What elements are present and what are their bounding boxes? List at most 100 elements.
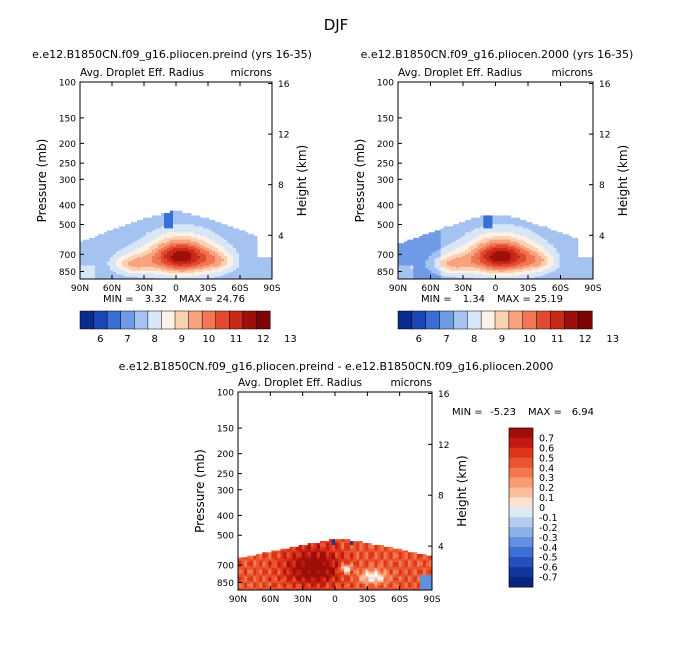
heatmap-cell bbox=[437, 266, 442, 269]
heatmap-cell bbox=[188, 265, 192, 268]
heatmap-cell bbox=[468, 258, 472, 261]
heatmap-cell bbox=[574, 270, 579, 273]
x-tick-label: 30S bbox=[199, 284, 216, 294]
heatmap-cell bbox=[158, 255, 162, 258]
heatmap-cell bbox=[310, 546, 315, 550]
heatmap-cell bbox=[559, 249, 563, 252]
heatmap-cell bbox=[254, 270, 258, 273]
heatmap-cell bbox=[471, 265, 475, 268]
heatmap-cell bbox=[227, 260, 231, 262]
heatmap-cell bbox=[440, 241, 445, 244]
heatmap-cell bbox=[525, 236, 530, 239]
heatmap-cell bbox=[513, 251, 518, 254]
heatmap-cell bbox=[498, 230, 502, 233]
heatmap-cell bbox=[289, 558, 293, 561]
heatmap-cell bbox=[404, 266, 408, 269]
heatmap-cell bbox=[392, 558, 397, 561]
heatmap-cell bbox=[197, 255, 201, 258]
heatmap-cell bbox=[583, 269, 588, 272]
heatmap-cell bbox=[194, 271, 198, 274]
heatmap-cell bbox=[206, 271, 210, 274]
heatmap-cell bbox=[227, 269, 231, 272]
heatmap-cell bbox=[431, 266, 435, 269]
heatmap-cell bbox=[516, 226, 521, 229]
heatmap-cell bbox=[113, 232, 117, 235]
heatmap-cell bbox=[146, 244, 150, 247]
heatmap-cell bbox=[571, 270, 576, 273]
heatmap-cell bbox=[146, 268, 150, 270]
heatmap-cell bbox=[307, 558, 312, 561]
heatmap-cell bbox=[431, 251, 435, 254]
heatmap-cell bbox=[507, 249, 512, 252]
heatmap-cell bbox=[167, 228, 171, 231]
heatmap-cell bbox=[455, 266, 460, 269]
heatmap-cell bbox=[359, 552, 363, 555]
heatmap-cell bbox=[371, 552, 375, 555]
heatmap-cell bbox=[155, 257, 159, 260]
heatmap-cell bbox=[224, 271, 228, 274]
colorbar-swatch bbox=[256, 310, 271, 330]
heatmap-cell bbox=[269, 265, 273, 268]
heatmap-cell bbox=[452, 266, 457, 269]
heatmap-cell bbox=[525, 258, 530, 261]
heatmap-cell bbox=[161, 261, 165, 264]
heatmap-cell bbox=[574, 246, 579, 249]
heatmap-cell bbox=[251, 265, 255, 268]
heatmap-cell bbox=[504, 215, 509, 219]
heatmap-cell bbox=[113, 258, 117, 261]
heatmap-cell bbox=[449, 228, 454, 231]
heatmap-cell bbox=[227, 258, 231, 261]
heatmap-cell bbox=[170, 252, 174, 255]
heatmap-cell bbox=[86, 271, 90, 274]
heatmap-cell bbox=[257, 274, 261, 276]
heatmap-cell bbox=[206, 266, 210, 269]
heatmap-cell bbox=[401, 255, 405, 258]
heatmap-cell bbox=[92, 273, 96, 275]
heatmap-cell bbox=[513, 274, 518, 276]
heatmap-cell bbox=[335, 557, 339, 560]
min-label: MIN = bbox=[421, 294, 452, 305]
heatmap-cell bbox=[146, 222, 150, 225]
heatmap-cell bbox=[434, 254, 439, 257]
heatmap-cell bbox=[522, 246, 527, 249]
heatmap-cell bbox=[140, 230, 144, 233]
heatmap-cell bbox=[176, 274, 180, 276]
heatmap-cell bbox=[125, 268, 129, 270]
heatmap-cell bbox=[245, 249, 249, 252]
heatmap-cell bbox=[233, 255, 237, 258]
heatmap-cell bbox=[568, 257, 573, 260]
heatmap-cell bbox=[338, 555, 342, 558]
heatmap-cell bbox=[146, 261, 150, 264]
heatmap-cell bbox=[541, 276, 545, 279]
heatmap-cell bbox=[398, 265, 402, 268]
heatmap-cell bbox=[553, 264, 557, 266]
heatmap-cell bbox=[577, 274, 582, 276]
colorbar-label: 12 bbox=[257, 334, 270, 345]
heatmap-cell bbox=[224, 254, 228, 257]
heatmap-cell bbox=[547, 239, 551, 242]
heatmap-cell bbox=[89, 264, 93, 266]
heatmap-cell bbox=[89, 275, 93, 278]
heatmap-cell bbox=[173, 230, 177, 233]
heatmap-cell bbox=[215, 241, 219, 244]
heatmap-cell bbox=[197, 252, 201, 255]
heatmap-cell bbox=[242, 260, 246, 262]
heatmap-cell bbox=[501, 228, 506, 231]
heatmap-cell bbox=[161, 228, 165, 231]
heatmap-cell bbox=[568, 260, 573, 262]
heatmap-cell bbox=[179, 252, 183, 255]
heatmap-cell bbox=[455, 254, 460, 257]
heatmap-cell bbox=[152, 271, 156, 274]
heatmap-cell bbox=[371, 548, 375, 551]
heatmap-cell bbox=[140, 269, 144, 272]
heatmap-cell bbox=[446, 258, 451, 261]
heatmap-cell bbox=[113, 264, 117, 266]
heatmap-cell bbox=[440, 254, 445, 257]
heatmap-cell bbox=[179, 261, 183, 264]
heatmap-cell bbox=[529, 270, 533, 273]
heatmap-cell bbox=[559, 234, 563, 237]
heatmap-cell bbox=[532, 239, 536, 242]
heatmap-cell bbox=[248, 260, 252, 262]
heatmap-cell bbox=[206, 248, 210, 251]
heatmap-cell bbox=[316, 546, 321, 550]
